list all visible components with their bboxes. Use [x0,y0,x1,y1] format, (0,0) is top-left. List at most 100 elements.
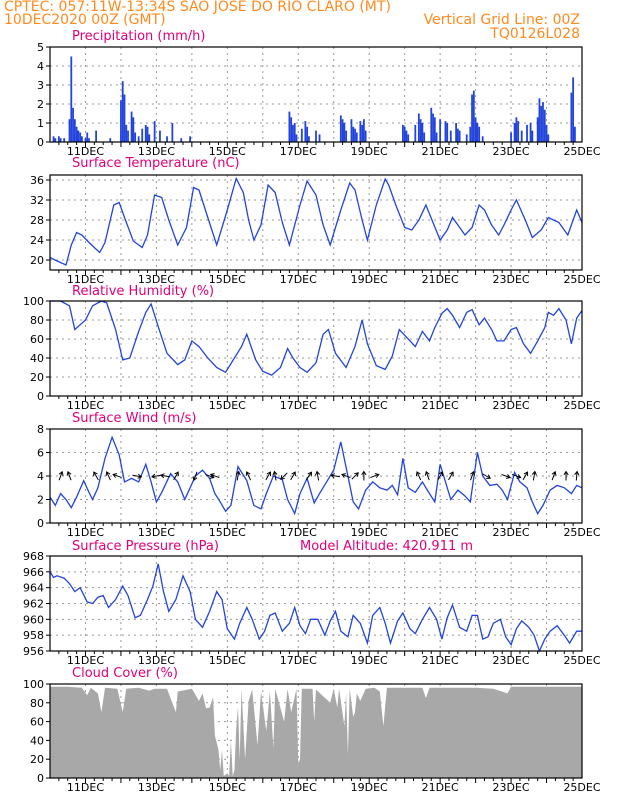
wind-direction-arrow [425,471,430,481]
wind-arrow-head [574,470,580,476]
rh-title: Relative Humidity (%) [72,284,214,299]
x-tick-label: 23DEC [493,526,530,539]
header-date: 10DEC2020 00Z (GMT) [4,12,166,28]
precip-bar [421,123,424,142]
x-tick-label: 25DEC [563,654,600,667]
precip-bar [121,81,124,142]
x-tick-label: 19DEC [351,781,388,794]
wind-arrow-head [307,471,313,477]
x-tick-label: 21DEC [422,781,459,794]
precip-bar [417,113,420,142]
precip-bar [166,136,168,142]
x-tick-label: 19DEC [351,526,388,539]
precip-bar [469,126,472,142]
x-tick-label: 15DEC [209,654,246,667]
wind-direction-arrow [532,471,536,481]
wind-direction-arrow [416,471,422,481]
y-tick-label: 5 [37,41,44,54]
precip-bar [120,100,122,142]
wind-arrow-head [137,473,143,479]
precip-bar [433,117,436,142]
precip-bar [362,119,365,142]
precip-bar [531,130,534,142]
y-tick-label: 24 [30,234,44,247]
x-tick-label: 15DEC [209,781,246,794]
precip-bar [540,105,543,142]
precip-bar [574,126,576,142]
x-tick-label: 23DEC [493,654,530,667]
x-tick-label: 23DEC [493,145,530,158]
y-tick-label: 966 [23,566,44,579]
wind-title: Surface Wind (m/s) [72,411,196,426]
y-tick-label: 32 [30,194,44,207]
wind-direction-arrow [511,473,521,479]
x-tick-label: 19DEC [351,273,388,286]
y-tick-label: 968 [23,550,44,563]
precip-bar [144,124,147,142]
precip-bar [295,134,298,142]
x-tick-label: 25DEC [563,273,600,286]
precip-bar [543,109,546,142]
y-tick-label: 60 [30,716,44,729]
x-tick-label: 21DEC [422,399,459,412]
wind-direction-arrow [522,471,528,481]
y-tick-label: 2 [37,494,44,507]
header-station: CPTEC: 057:11W-13:34S SAO JOSE DO RIO CL… [4,0,391,15]
x-tick-label: 13DEC [138,526,175,539]
y-tick-label: 1 [37,117,44,130]
wind-arrow-head [470,470,475,476]
precip-bar [146,126,149,142]
precip-bar [529,123,532,142]
wind-arrow-head [531,470,537,476]
wind-arrow-head [330,473,335,479]
precip-bar [515,117,518,142]
precip-bar [472,90,475,142]
precip-bar [153,121,156,142]
wind-direction-arrow [448,471,454,481]
cloud-title: Cloud Cover (%) [72,666,178,681]
precip-bar [54,138,57,142]
wind-direction-arrow [330,474,341,478]
x-tick-label: 13DEC [138,781,175,794]
precip-bar [456,128,459,142]
precip-bar [458,130,461,142]
y-tick-label: 0 [37,517,44,530]
x-tick-label: 25DEC [563,399,600,412]
wind-arrow-head [341,473,346,478]
precip-bar [345,130,348,142]
y-tick-label: 960 [23,613,44,626]
precip-bar [471,94,473,142]
x-tick-label: 17DEC [280,145,317,158]
precip-bar [352,126,355,142]
x-tick-label: 13DEC [138,145,175,158]
wind-direction-arrow [341,473,351,479]
y-tick-label: 958 [23,629,44,642]
x-tick-label: 17DEC [280,654,317,667]
y-tick-label: 962 [23,598,44,611]
wind-arrow-head [523,471,529,477]
y-tick-label: 0 [37,772,44,785]
wind-arrow-head [159,473,165,479]
wind-direction-arrow [106,471,111,481]
wind-direction-arrow [265,471,271,481]
wind-arrow-head [174,471,179,477]
precip-bar [572,77,575,142]
wind-arrow-head [245,471,251,476]
y-tick-label: 8 [37,423,44,436]
wind-arrow-head [280,475,285,480]
precip-bar [304,121,307,142]
wind-direction-arrow [132,474,142,478]
precip-bar [423,132,426,142]
precip-frame [49,46,583,143]
x-tick-label: 23DEC [493,399,530,412]
y-tick-label: 4 [37,60,44,73]
x-tick-label: 21DEC [422,145,459,158]
wind-arrow-head [424,470,430,476]
precip-bar [538,98,541,142]
precip-bar [547,134,550,142]
precip-bar [435,132,438,142]
wind-arrow-head [486,474,491,479]
x-tick-label: 11DEC [67,526,104,539]
pres-title: Surface Pressure (hPa) [72,539,219,554]
precip-bar [476,123,479,142]
